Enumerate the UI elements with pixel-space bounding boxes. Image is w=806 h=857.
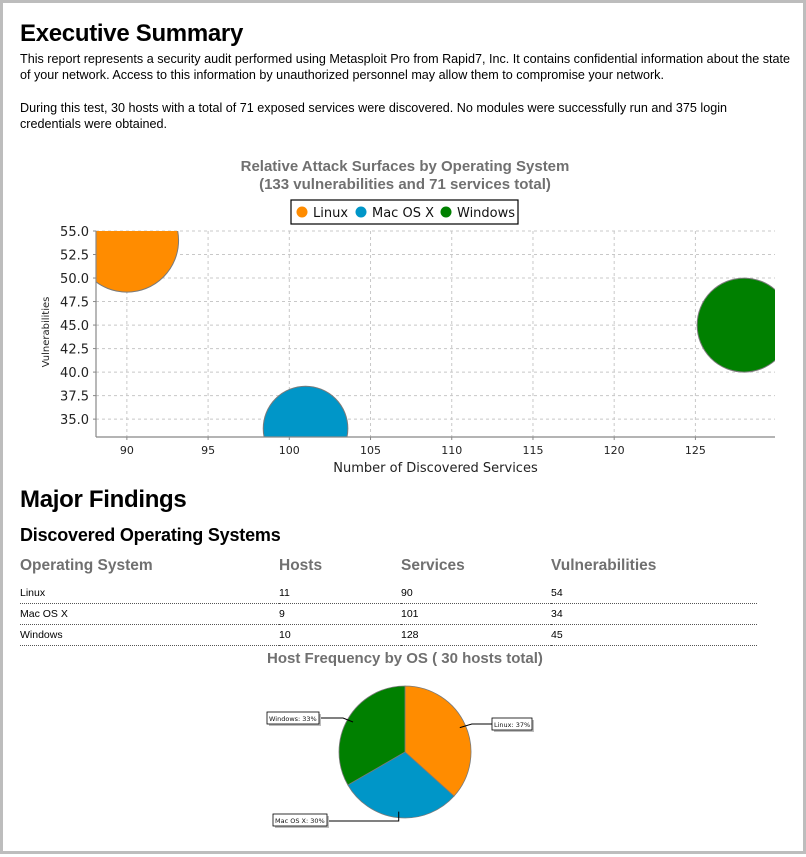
pie-label: Windows: 33% bbox=[269, 715, 317, 723]
legend-swatch-linux bbox=[296, 206, 308, 218]
cell-hosts: 9 bbox=[279, 603, 401, 625]
y-tick-label: 45.0 bbox=[60, 319, 89, 334]
legend-swatch-mac-os-x bbox=[355, 206, 367, 218]
report-description: This report represents a security audit … bbox=[20, 52, 791, 82]
executive-summary-heading: Executive Summary bbox=[20, 20, 244, 47]
cell-vulnerabilities: 34 bbox=[551, 603, 757, 625]
x-tick-label: 125 bbox=[685, 444, 706, 457]
bubble-group bbox=[96, 231, 775, 437]
bubble-windows bbox=[696, 277, 775, 373]
cell-os: Mac OS X bbox=[20, 603, 279, 625]
bubble-chart-title: Relative Attack Surfaces by Operating Sy… bbox=[20, 158, 790, 194]
y-axis-label: Vulnerabilities bbox=[41, 297, 52, 368]
pie-leader-line bbox=[459, 723, 492, 729]
y-tick-label: 35.0 bbox=[60, 413, 89, 428]
os-table: Operating System Hosts Services Vulnerab… bbox=[20, 553, 757, 646]
legend-label: Linux bbox=[313, 206, 348, 221]
header-services: Services bbox=[401, 557, 465, 574]
y-tick-label: 55.0 bbox=[60, 225, 89, 240]
pie-slice-windows bbox=[338, 685, 406, 786]
legend-label: Mac OS X bbox=[372, 206, 434, 221]
x-tick-label: 95 bbox=[201, 444, 215, 457]
bubble-chart-title-text: Relative Attack Surfaces by Operating Sy… bbox=[240, 158, 570, 175]
bubble-chart-subtitle: (133 vulnerabilities and 71 services tot… bbox=[259, 176, 551, 193]
cell-hosts: 11 bbox=[279, 579, 401, 604]
y-tick-label: 42.5 bbox=[60, 343, 89, 358]
pie-slice-mac-os-x bbox=[347, 751, 455, 819]
table-row: Linux 11 90 54 bbox=[20, 579, 757, 604]
cell-services: 101 bbox=[401, 603, 551, 625]
cell-vulnerabilities: 54 bbox=[551, 579, 757, 604]
bubble-mac-os-x bbox=[262, 385, 349, 437]
y-tick-label: 52.5 bbox=[60, 249, 89, 264]
pie-chart-title: Host Frequency by OS ( 30 hosts total) bbox=[267, 650, 543, 667]
header-operating-system: Operating System bbox=[20, 557, 153, 574]
test-summary: During this test, 30 hosts with a total … bbox=[20, 101, 728, 131]
bubble-chart: 90 95 100 105 110 115 120 125 35.0 37.5 40.0 42.5 45… bbox=[41, 199, 775, 476]
pie-label: Linux: 37% bbox=[494, 721, 530, 729]
y-tick-label: 47.5 bbox=[60, 296, 89, 311]
x-tick-label: 115 bbox=[522, 444, 543, 457]
header-vulnerabilities: Vulnerabilities bbox=[551, 557, 657, 574]
pie-label: Mac OS X: 30% bbox=[275, 817, 325, 825]
cell-os: Linux bbox=[20, 579, 279, 604]
y-tick-label: 37.5 bbox=[60, 390, 89, 405]
y-tick-label: 40.0 bbox=[60, 366, 89, 381]
legend-swatch-windows bbox=[440, 206, 452, 218]
pie-label-box bbox=[272, 813, 328, 827]
x-tick-label: 90 bbox=[120, 444, 134, 457]
cell-services: 90 bbox=[401, 579, 551, 604]
cell-os: Windows bbox=[20, 624, 279, 646]
cell-hosts: 10 bbox=[279, 624, 401, 646]
bubble-linux bbox=[96, 231, 180, 293]
cell-services: 128 bbox=[401, 624, 551, 646]
table-row: Windows 10 128 45 bbox=[20, 624, 757, 646]
pie-leader-line bbox=[327, 811, 400, 822]
legend-box bbox=[290, 199, 519, 225]
x-tick-label: 110 bbox=[441, 444, 462, 457]
pie-slice-linux bbox=[404, 685, 472, 797]
y-tick-label: 50.0 bbox=[60, 272, 89, 287]
major-findings-heading: Major Findings bbox=[20, 486, 187, 513]
legend-label: Windows bbox=[457, 206, 515, 221]
x-tick-label: 120 bbox=[604, 444, 625, 457]
pie-label-box bbox=[491, 717, 533, 731]
cell-vulnerabilities: 45 bbox=[551, 624, 757, 646]
chart-legend: Linux Mac OS X Windows bbox=[290, 199, 519, 225]
table-header-row: Operating System Hosts Services Vulnerab… bbox=[20, 553, 757, 579]
header-hosts: Hosts bbox=[279, 557, 323, 574]
pie-label-box bbox=[266, 711, 320, 725]
table-row: Mac OS X 9 101 34 bbox=[20, 603, 757, 625]
pie-chart: Linux: 37% Mac OS X: 30% Windows: 33% bbox=[266, 685, 534, 828]
x-tick-label: 105 bbox=[360, 444, 381, 457]
x-axis-label: Number of Discovered Services bbox=[333, 461, 538, 476]
discovered-os-heading: Discovered Operating Systems bbox=[20, 525, 281, 545]
x-tick-label: 100 bbox=[279, 444, 300, 457]
pie-leader-line bbox=[319, 717, 354, 723]
